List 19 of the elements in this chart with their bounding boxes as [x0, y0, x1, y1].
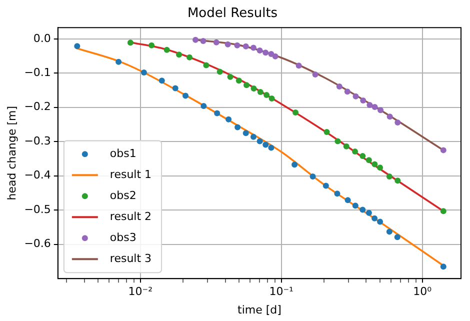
y-axis-title: head change [m]: [5, 106, 18, 200]
y-tick-label: 0.0: [33, 32, 51, 45]
legend-label: result 1: [110, 168, 152, 181]
chart-title: Model Results: [187, 6, 278, 22]
legend-label: result 3: [110, 252, 152, 265]
y-tick-label: −0.6: [24, 237, 51, 250]
y-tick-label: −0.1: [24, 66, 51, 79]
x-tick-label: 10⁻²: [128, 285, 152, 298]
x-tick-label: 10⁰: [413, 285, 432, 298]
y-tick-label: −0.4: [24, 168, 51, 182]
y-tick-label: −0.5: [24, 202, 51, 216]
legend-label: obs2: [110, 188, 136, 202]
y-tick-label: −0.3: [24, 134, 51, 148]
legend-label: obs1: [110, 146, 136, 160]
legend-label: result 2: [110, 210, 152, 223]
x-axis-title: time [d]: [237, 303, 282, 316]
legend-label: obs3: [110, 230, 136, 244]
x-tick-label: 10⁻¹: [269, 285, 294, 298]
y-tick-label: −0.2: [24, 100, 51, 114]
